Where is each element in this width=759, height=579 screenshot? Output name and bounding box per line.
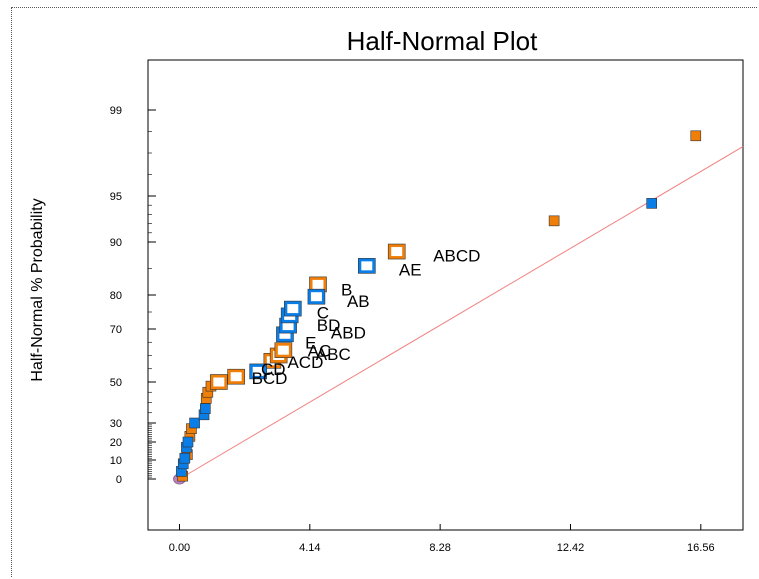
effect-point	[690, 130, 702, 142]
effect-point-outline	[307, 288, 326, 305]
effect-label: AE	[399, 261, 422, 280]
y-tick-label: 90	[110, 237, 122, 249]
effect-point	[182, 436, 194, 448]
effect-point	[548, 215, 560, 227]
effect-point-open	[358, 258, 376, 274]
effect-label: ACD	[287, 353, 323, 372]
effect-label: AB	[347, 292, 370, 311]
effect-point-outline	[210, 374, 228, 390]
effect-point-open	[274, 342, 292, 358]
effect-label: B	[341, 281, 352, 300]
reference-line	[179, 146, 744, 480]
effect-label: BCD	[252, 369, 288, 388]
effect-point-open	[307, 289, 325, 305]
effect-label: BD	[317, 316, 341, 335]
y-tick-label: 0	[116, 474, 122, 486]
effect-point-outline	[249, 363, 267, 380]
x-tick-label: 16.56	[687, 542, 715, 554]
effect-point-open	[388, 244, 406, 260]
effect-point-open	[309, 276, 327, 292]
effect-point	[189, 417, 200, 429]
effect-point	[199, 403, 211, 414]
y-tick-label: 30	[110, 418, 122, 430]
effect-point-open	[227, 369, 245, 385]
effect-label: CD	[261, 360, 286, 379]
effect-label: ABC	[316, 345, 351, 364]
effect-label: ABCD	[433, 246, 480, 265]
x-tick-label: 4.14	[299, 542, 320, 554]
effect-point	[179, 452, 191, 464]
effect-point-open	[210, 374, 228, 390]
y-axis-label: Half-Normal % Probability	[29, 198, 46, 381]
plot-area	[147, 59, 744, 531]
effect-point	[646, 198, 658, 209]
y-tick-label: 20	[110, 437, 122, 449]
y-tick-label: 95	[110, 191, 122, 203]
y-tick-label: 99	[110, 105, 122, 117]
y-tick-label: 50	[110, 377, 122, 389]
effect-label: AC	[308, 342, 332, 361]
x-tick-label: 8.28	[429, 542, 450, 554]
chart-frame	[11, 7, 757, 577]
x-tick-label: 0.00	[169, 542, 190, 554]
effect-point-outline	[227, 368, 245, 385]
y-tick-label: 10	[110, 455, 122, 467]
effect-point-open	[284, 301, 302, 317]
effect-label: C	[317, 304, 329, 323]
y-tick-label: 70	[110, 324, 122, 336]
effect-point-outline	[387, 243, 406, 260]
y-tick-label: 80	[110, 290, 122, 302]
effect-point-outline	[274, 342, 293, 359]
effect-label: E	[305, 333, 316, 352]
effect-point-outline	[284, 300, 302, 317]
data-points	[173, 130, 702, 485]
y-axis-ticks: 0 10 20 30 50 70 80 90 95 99	[110, 105, 156, 486]
x-tick-label: 12.42	[557, 542, 585, 554]
effect-label: ABD	[331, 324, 366, 343]
chart-title: Half-Normal Plot	[347, 26, 538, 56]
effect-point-open	[249, 363, 267, 379]
x-axis-ticks: 0.00 4.14 8.28 12.42 16.56	[169, 524, 715, 554]
effect-point-outline	[357, 258, 376, 274]
